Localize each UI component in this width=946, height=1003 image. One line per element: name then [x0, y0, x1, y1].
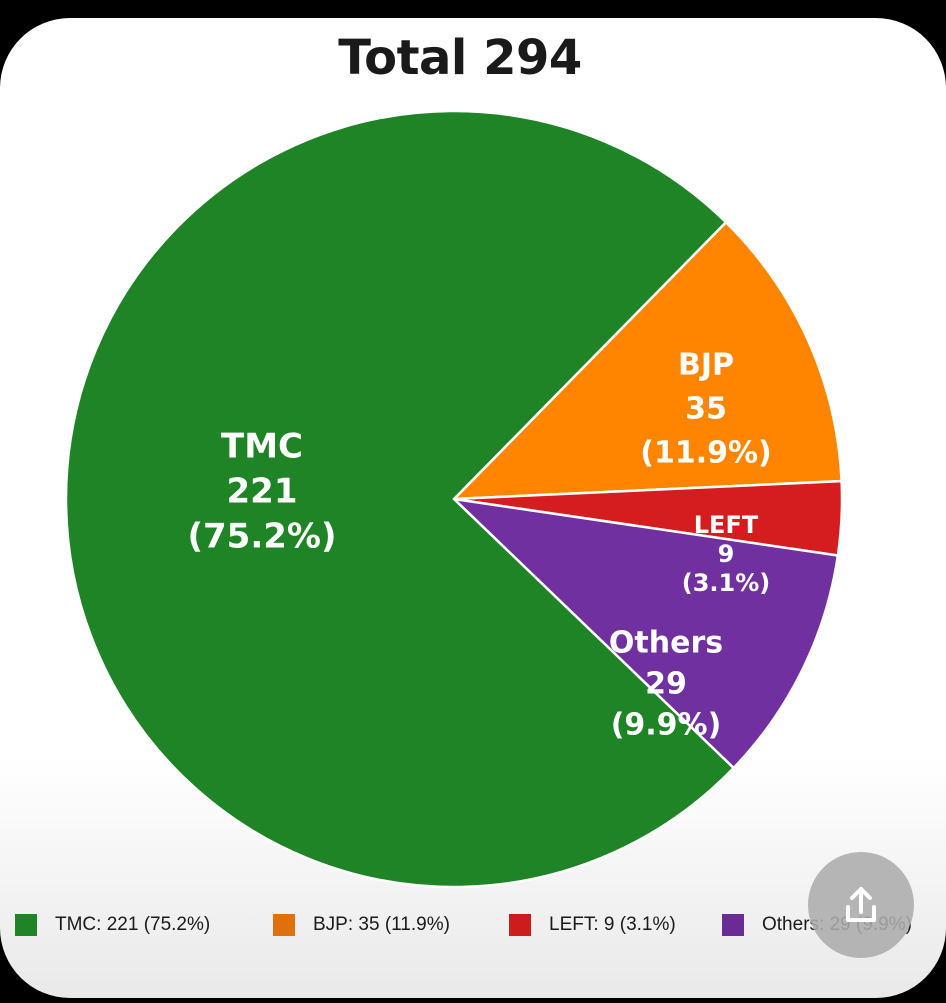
slice-label-bjp: BJP — [678, 348, 734, 383]
slice-percent-tmc: (75.2%) — [187, 517, 336, 557]
chart-legend: TMC: 221 (75.2%) BJP: 35 (11.9%) LEFT: 9 (… — [15, 914, 945, 954]
legend-item-bjp: BJP: 35 (11.9%) — [273, 914, 450, 936]
slice-value-left: 9 — [718, 540, 735, 568]
slice-label-left: LEFT — [694, 511, 759, 539]
slice-percent-others: (9.9%) — [611, 708, 722, 743]
slice-label-others: Others — [609, 626, 723, 661]
slice-percent-left: (3.1%) — [682, 569, 771, 597]
legend-swatch-others — [722, 914, 744, 936]
slice-label-tmc: TMC — [221, 427, 303, 467]
chart-title: Total 294 — [338, 30, 582, 86]
chart-card: Total 294 BJP 35 (11.9%) LEFT 9 (3.1%) Others 2… — [0, 18, 946, 998]
slice-value-tmc: 221 — [227, 472, 298, 512]
legend-label-left: LEFT: 9 (3.1%) — [549, 914, 676, 935]
pie-slice-bjp — [450, 220, 843, 501]
legend-item-left: LEFT: 9 (3.1%) — [509, 914, 676, 936]
pie-slice-tmc — [64, 109, 736, 889]
share-upload-icon — [846, 887, 876, 922]
slice-percent-bjp: (11.9%) — [640, 436, 772, 471]
legend-item-tmc: TMC: 221 (75.2%) — [15, 914, 210, 936]
slice-value-others: 29 — [645, 667, 687, 702]
legend-label-bjp: BJP: 35 (11.9%) — [313, 914, 450, 935]
legend-swatch-left — [509, 914, 531, 936]
legend-label-tmc: TMC: 221 (75.2%) — [55, 914, 211, 935]
legend-swatch-bjp — [273, 914, 295, 936]
slice-value-bjp: 35 — [685, 392, 727, 427]
pie-slice-others — [450, 497, 840, 770]
legend-swatch-tmc — [15, 914, 37, 936]
share-button[interactable] — [808, 852, 914, 958]
